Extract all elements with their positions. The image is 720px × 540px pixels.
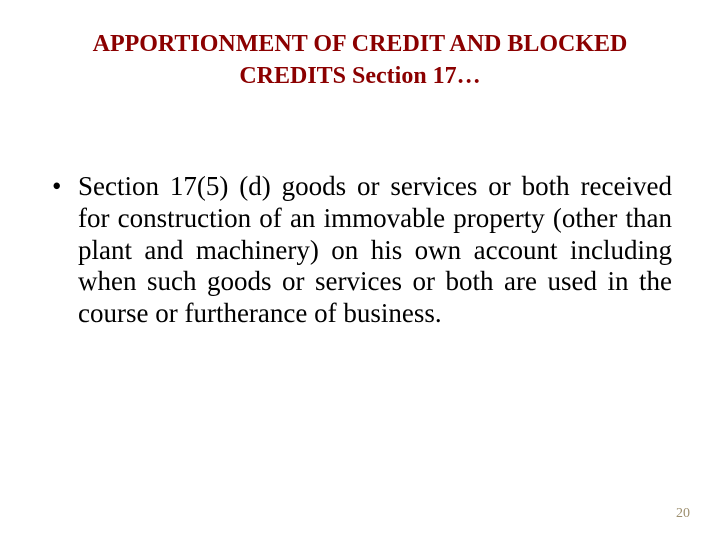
slide: APPORTIONMENT OF CREDIT AND BLOCKED CRED…	[0, 0, 720, 540]
bullet-list: Section 17(5) (d) goods or services or b…	[48, 171, 672, 330]
bullet-item: Section 17(5) (d) goods or services or b…	[48, 171, 672, 330]
page-number: 20	[676, 506, 690, 522]
slide-title: APPORTIONMENT OF CREDIT AND BLOCKED CRED…	[48, 28, 672, 93]
